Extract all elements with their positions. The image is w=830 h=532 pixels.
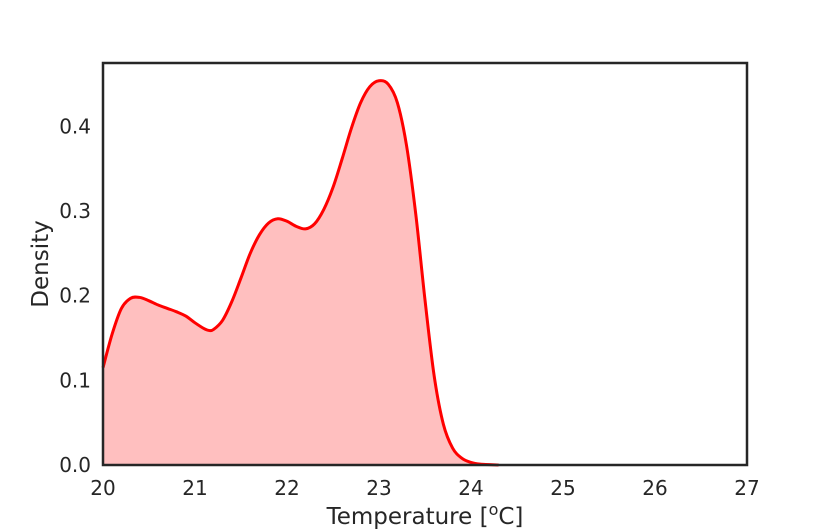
- x-axis-label-main: Temperature [: [326, 504, 489, 530]
- x-tick-label: 24: [458, 476, 483, 500]
- y-tick-label: 0.0: [59, 453, 91, 477]
- plot-area: [101, 79, 747, 467]
- y-tick-label: 0.2: [59, 284, 91, 308]
- density-area-fill: [103, 80, 499, 465]
- x-tick-label: 27: [734, 476, 759, 500]
- x-tick-label: 22: [274, 476, 299, 500]
- x-tick-label: 20: [90, 476, 115, 500]
- tick-labels: 20 21 22 23 24 25 26 27 0.0 0.1 0.2 0.3 0.4: [59, 114, 760, 500]
- y-tick-label: 0.4: [59, 114, 91, 138]
- y-axis-label: Density: [28, 220, 54, 307]
- plot-frame: [101, 61, 749, 467]
- x-axis-label-superscript: o: [489, 500, 499, 519]
- x-tick-label: 23: [366, 476, 391, 500]
- x-axis-label-suffix: C]: [498, 504, 523, 530]
- x-tick-label: 26: [642, 476, 667, 500]
- density-curve: [101, 79, 499, 467]
- y-tick-label: 0.3: [59, 199, 91, 223]
- x-tick-label: 25: [550, 476, 575, 500]
- x-tick-label: 21: [182, 476, 207, 500]
- y-tick-label: 0.1: [59, 368, 91, 392]
- x-axis-label: Temperature [oC]: [326, 500, 524, 530]
